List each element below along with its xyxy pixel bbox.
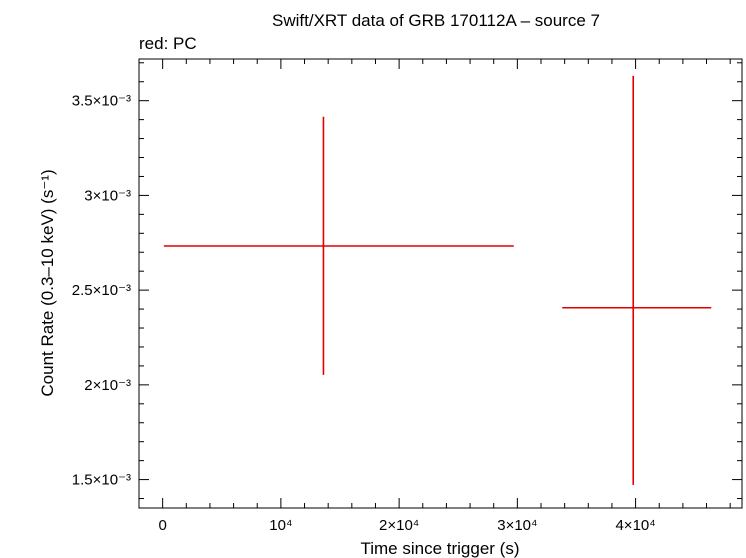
- chart-subtitle: red: PC: [139, 34, 197, 53]
- plot-frame: [138, 58, 743, 509]
- y-tick-label: 2×10⁻³: [84, 377, 131, 394]
- data-point: [163, 116, 514, 375]
- y-axis-label: Count Rate (0.3–10 keV) (s⁻¹): [38, 169, 57, 396]
- y-tick-label: 3.5×10⁻³: [72, 93, 131, 110]
- x-tick-label: 2×10⁴: [379, 517, 419, 534]
- x-tick-label: 4×10⁴: [615, 517, 655, 534]
- y-tick-label: 1.5×10⁻³: [72, 472, 131, 489]
- axis-ticks: [138, 59, 742, 508]
- x-tick-label: 3×10⁴: [497, 517, 537, 534]
- chart-title: Swift/XRT data of GRB 170112A – source 7: [272, 11, 600, 30]
- x-tick-labels: 0 10⁴ 2×10⁴ 3×10⁴ 4×10⁴: [158, 517, 655, 534]
- x-axis-label: Time since trigger (s): [360, 539, 519, 558]
- x-tick-label: 10⁴: [269, 517, 292, 534]
- y-tick-labels: 1.5×10⁻³ 2×10⁻³ 2.5×10⁻³ 3×10⁻³ 3.5×10⁻³: [72, 93, 131, 489]
- data-points: [163, 75, 712, 485]
- x-tick-label: 0: [158, 517, 166, 534]
- data-point: [562, 75, 712, 485]
- y-tick-label: 3×10⁻³: [84, 187, 131, 204]
- y-tick-label: 2.5×10⁻³: [72, 282, 131, 299]
